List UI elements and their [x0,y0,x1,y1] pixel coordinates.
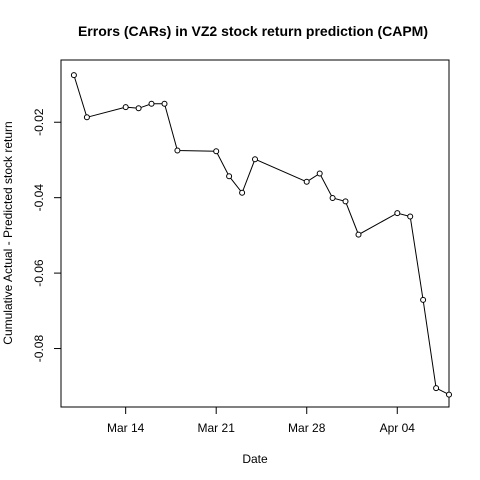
y-tick-label: -0.06 [32,259,46,287]
chart-title: Errors (CARs) in VZ2 stock return predic… [78,23,428,39]
data-point [420,296,427,303]
x-axis: Mar 14 Mar 21 Mar 28 Apr 04 [107,407,415,435]
x-tick-label: Mar 14 [107,421,145,435]
data-point [342,198,349,205]
data-point [122,104,129,111]
x-tick-label: Mar 21 [198,421,236,435]
data-point [213,148,220,155]
x-tick-label: Mar 28 [288,421,326,435]
series-points [70,72,452,398]
y-tick-label: -0.02 [32,108,46,136]
y-axis-label: Cumulative Actual - Predicted stock retu… [1,121,15,344]
data-point [161,100,168,107]
data-point [355,231,362,238]
data-point [252,156,258,163]
data-point [239,189,246,196]
y-tick-label: -0.04 [32,184,46,212]
x-axis-label: Date [242,452,268,466]
y-axis: -0.08 -0.06 -0.04 -0.02 [32,108,61,362]
plot-frame [60,59,450,408]
data-point [433,385,440,392]
data-point [70,72,77,79]
data-point [303,178,310,185]
data-point [83,114,90,121]
data-point [316,170,323,177]
data-point [329,195,336,201]
x-tick-label: Apr 04 [380,421,416,435]
series-line [73,74,450,396]
data-point [148,100,155,107]
data-point [226,173,233,180]
data-point [446,391,452,398]
data-point [174,147,181,154]
data-point [407,213,414,220]
data-point [135,105,142,112]
y-tick-label: -0.08 [32,335,46,363]
data-point [394,210,401,217]
